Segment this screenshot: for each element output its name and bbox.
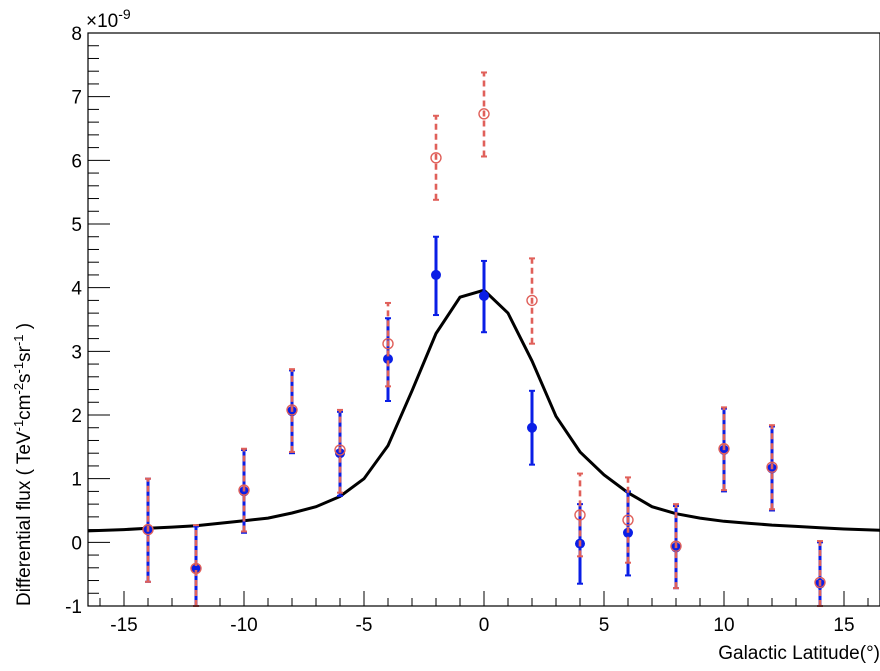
y-axis-label-text: s	[14, 373, 35, 383]
y-exponent-power: -9	[118, 6, 131, 22]
open-data-point	[574, 509, 586, 521]
y-exponent-label: ×10-9	[86, 6, 131, 32]
y-axis-label: Differential flux ( TeV-1cm-2s-1sr-1 )	[11, 323, 35, 606]
x-tick-label: 10	[713, 615, 734, 636]
filled-data-point	[191, 564, 201, 575]
open-data-point	[382, 337, 394, 350]
open-data-point	[766, 461, 778, 473]
filled-data-point	[479, 290, 489, 301]
open-data-point	[814, 576, 826, 589]
open-data-point	[718, 443, 730, 455]
plot-frame	[87, 32, 880, 607]
y-axis-label-text: )	[14, 323, 35, 335]
open-data-point	[190, 562, 202, 575]
open-data-point	[334, 444, 346, 456]
x-axis-label: Galactic Latitude(°)	[718, 643, 880, 664]
x-tick-label: 15	[833, 615, 854, 636]
open-data-point	[238, 484, 250, 496]
y-tick-label: 0	[71, 533, 82, 554]
x-tick-label: -15	[110, 615, 137, 636]
open-data-point	[478, 108, 490, 120]
y-tick-label: -1	[65, 597, 82, 618]
filled-data-point	[335, 448, 345, 459]
x-tick-label: -10	[230, 615, 257, 636]
y-tick-label: 3	[71, 342, 82, 363]
open-data-point	[430, 152, 442, 164]
x-tick-label: 5	[599, 615, 610, 636]
y-axis-label-text: cm	[14, 395, 35, 420]
open-data-point	[526, 294, 538, 307]
x-tick-label: -5	[356, 615, 373, 636]
filled-data-point	[527, 422, 537, 433]
y-tick-label: 4	[71, 279, 82, 300]
y-axis-label-superscript: -1	[11, 362, 26, 374]
open-data-point	[670, 540, 682, 552]
y-axis-label-superscript: -1	[11, 420, 26, 432]
y-axis-label-text: Differential flux ( TeV	[14, 431, 35, 606]
y-tick-label: 1	[71, 470, 82, 491]
y-tick-label: 2	[71, 406, 82, 427]
y-exponent-base: ×10	[86, 11, 118, 32]
y-tick-label: 5	[71, 215, 82, 236]
y-axis-label-text: sr	[14, 345, 35, 362]
open-data-point	[286, 404, 298, 416]
open-data-point	[622, 514, 634, 526]
y-axis-label-superscript: -2	[11, 383, 26, 395]
open-data-point	[142, 523, 154, 536]
y-tick-label: 6	[71, 151, 82, 172]
y-axis-label-superscript: -1	[11, 334, 26, 346]
y-tick-label: 8	[71, 24, 82, 45]
filled-data-point	[383, 353, 393, 364]
y-tick-label: 7	[71, 88, 82, 109]
filled-data-point	[431, 269, 441, 280]
data-points-layer	[142, 71, 826, 607]
x-tick-label: 0	[479, 615, 490, 636]
filled-data-point	[623, 527, 633, 538]
